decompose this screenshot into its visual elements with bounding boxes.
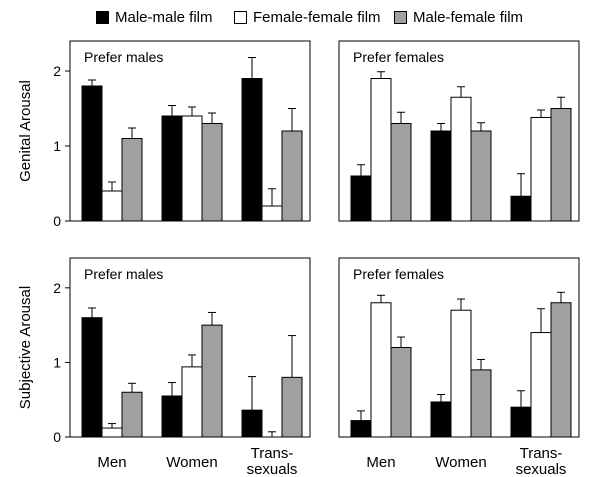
bar-male-female-film-trans-sexuals	[281, 130, 303, 222]
panel-1: Prefer males 0 1 2 Genital Arousal	[17, 40, 311, 229]
bar-female-female-film-trans-sexuals	[261, 205, 283, 222]
bar-male-male-film-men	[350, 175, 372, 222]
bar-male-male-film-men	[350, 420, 372, 438]
bar-male-male-film-trans-sexuals	[241, 409, 263, 438]
bar-male-female-film-men	[121, 138, 143, 222]
y-tick-label: 0	[53, 429, 61, 445]
bar-male-male-film-women	[430, 401, 452, 438]
category-label-trans-sexuals: Trans-	[251, 445, 294, 462]
bar-female-female-film-women	[450, 309, 472, 438]
bar-male-female-film-men	[121, 391, 143, 438]
bar-female-female-film-women	[181, 115, 203, 222]
bar-male-male-film-men	[81, 85, 103, 222]
bar-female-female-film-men	[370, 78, 392, 222]
bar-female-female-film-trans-sexuals	[530, 117, 552, 222]
bar-female-female-film-men	[101, 190, 123, 222]
category-label-trans-sexuals: Trans-	[520, 445, 563, 462]
bar-male-female-film-women	[201, 324, 223, 438]
legend-label-female-female: Female-female film	[253, 9, 381, 26]
y-tick-label: 1	[53, 354, 61, 370]
category-label-men: Men	[97, 454, 126, 471]
category-label-women: Women	[435, 454, 486, 471]
y-tick-label: 0	[53, 213, 61, 229]
bar-male-male-film-men	[81, 317, 103, 438]
bar-female-female-film-trans-sexuals	[530, 332, 552, 438]
bar-male-female-film-trans-sexuals	[550, 108, 572, 222]
y-axis-label: Subjective Arousal	[17, 286, 34, 409]
panel-title: Prefer females	[353, 49, 444, 65]
bar-male-female-film-women	[470, 369, 492, 438]
panel-3: Prefer males 0 1 2 Subjective Arousal Men Wome…	[17, 257, 311, 477]
bar-male-female-film-men	[390, 123, 412, 222]
category-label-trans-sexuals: sexuals	[247, 461, 298, 477]
bar-male-female-film-men	[390, 347, 412, 438]
panel-2: Prefer females	[338, 40, 580, 222]
bar-female-female-film-women	[181, 366, 203, 438]
panel-title: Prefer males	[84, 266, 163, 282]
bar-male-male-film-trans-sexuals	[510, 195, 532, 222]
bar-male-male-film-trans-sexuals	[510, 406, 532, 438]
bar-male-male-film-women	[161, 395, 183, 438]
legend-item-male-male: Male-male film	[96, 9, 213, 26]
bar-female-female-film-women	[450, 96, 472, 222]
bar-male-female-film-women	[470, 130, 492, 222]
bar-male-female-film-trans-sexuals	[281, 376, 303, 438]
legend-item-male-female: Male-female film	[394, 9, 523, 26]
bar-female-female-film-men	[370, 302, 392, 438]
bar-male-male-film-women	[430, 130, 452, 222]
legend-item-female-female: Female-female film	[234, 9, 381, 26]
bar-male-female-film-trans-sexuals	[550, 302, 572, 438]
bar-male-male-film-women	[161, 115, 183, 222]
category-label-trans-sexuals: sexuals	[516, 461, 567, 477]
category-label-women: Women	[166, 454, 217, 471]
category-label-men: Men	[366, 454, 395, 471]
panel-4: Prefer females Men Women Trans-sexuals	[338, 257, 580, 477]
bar-male-male-film-trans-sexuals	[241, 78, 263, 222]
legend-swatch-male-male	[96, 11, 109, 24]
legend-swatch-male-female	[394, 11, 407, 24]
y-axis-label: Genital Arousal	[17, 80, 34, 182]
legend-swatch-female-female	[234, 11, 247, 24]
bar-female-female-film-men	[101, 427, 123, 438]
y-tick-label: 2	[53, 63, 61, 79]
legend-label-male-male: Male-male film	[115, 9, 213, 26]
panel-title: Prefer females	[353, 266, 444, 282]
legend-label-male-female: Male-female film	[413, 9, 524, 26]
legend: Male-male film Female-female film Male-f…	[0, 6, 600, 30]
y-tick-label: 2	[53, 280, 61, 296]
y-tick-label: 1	[53, 138, 61, 154]
panel-title: Prefer males	[84, 49, 163, 65]
bar-male-female-film-women	[201, 123, 223, 222]
